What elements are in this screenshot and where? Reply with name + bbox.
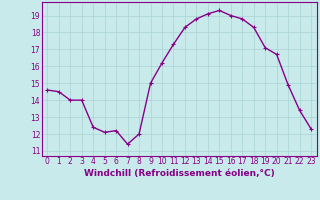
X-axis label: Windchill (Refroidissement éolien,°C): Windchill (Refroidissement éolien,°C) — [84, 169, 275, 178]
